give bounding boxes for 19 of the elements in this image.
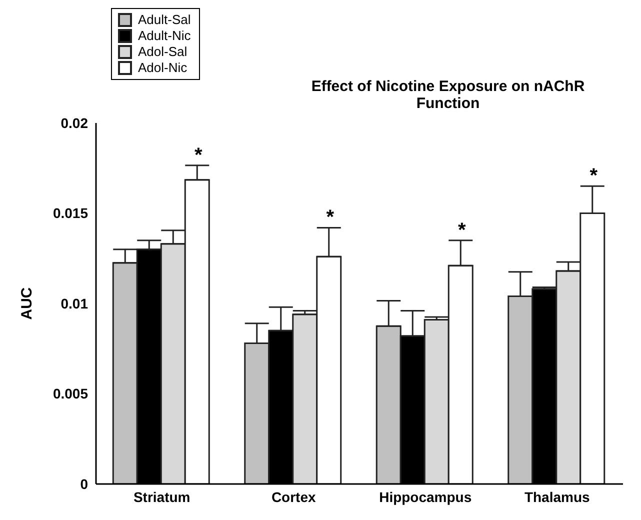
annotation: * [326,206,334,229]
y-tick-label: 0.005 [52,386,88,402]
legend-label: Adult-Sal [138,12,191,28]
y-tick-label: 0.02 [60,114,88,131]
y-tick-label: 0.015 [52,205,88,222]
y-tick-label: 0 [80,476,88,492]
annotation: * [590,165,598,188]
y-axis-title: AUC [18,287,36,320]
x-tick-label: Hippocampus [379,488,472,505]
legend-label: Adol-Sal [138,44,188,60]
legend-label: Adol-Nic [138,60,188,76]
legend-label: Adult-Nic [138,28,191,44]
x-tick-label: Striatum [133,488,190,505]
chart-title: Effect of Nicotine Exposure on nAChR Function [310,78,586,112]
annotation: * [194,144,203,166]
x-tick-label: Cortex [271,488,316,505]
y-tick-label: 0.01 [60,295,88,312]
x-tick-label: Thalamus [524,488,590,505]
annotation: * [458,219,466,242]
